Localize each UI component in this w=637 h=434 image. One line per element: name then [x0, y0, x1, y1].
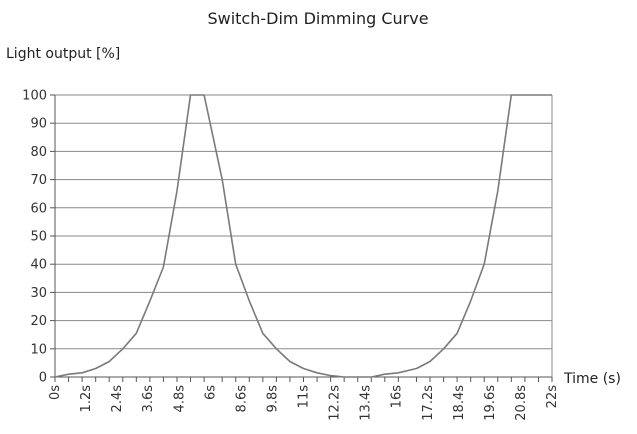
axes — [50, 94, 553, 382]
x-tick-label: 8.6s — [234, 385, 249, 413]
y-tick-label: 0 — [39, 371, 47, 386]
x-tick-labels: 0s 1.2s 2.4s 3.6s 4.8s 6s 8.6s 9.8s 11s 12.2s 13.4… — [48, 385, 560, 421]
x-tick-label: 11s — [297, 385, 312, 409]
x-axis-label: Time (s) — [563, 371, 621, 387]
y-tick-label: 10 — [30, 342, 47, 357]
y-tick-label: 50 — [30, 230, 47, 245]
y-tick-label: 20 — [30, 314, 47, 329]
grid — [55, 94, 552, 350]
x-tick-label: 12.2s — [328, 385, 343, 421]
x-tick-label: 18.4s — [452, 385, 467, 421]
x-tick-label: 2.4s — [110, 385, 125, 413]
x-tick-label: 9.8s — [265, 385, 280, 413]
y-tick-labels: 0 10 20 30 40 50 60 70 80 90 100 — [22, 89, 47, 386]
x-tick-label: 19.6s — [483, 385, 498, 421]
y-tick-label: 100 — [22, 89, 47, 104]
series-line — [54, 94, 552, 378]
x-tick-label: 0s — [48, 385, 63, 400]
x-tick-label: 3.6s — [141, 385, 156, 413]
y-tick-label: 30 — [30, 286, 47, 301]
x-tick-label: 6s — [203, 385, 218, 400]
x-tick-label: 4.8s — [172, 385, 187, 413]
x-tick-label: 22s — [545, 385, 560, 409]
y-tick-label: 40 — [30, 258, 47, 273]
x-tick-label: 1.2s — [79, 385, 94, 413]
y-tick-label: 80 — [30, 145, 47, 160]
y-tick-label: 90 — [30, 117, 47, 132]
series — [54, 94, 552, 378]
x-tick-label: 20.8s — [514, 385, 529, 421]
x-tick-label: 16s — [390, 385, 405, 409]
x-tick-label: 17.2s — [421, 385, 436, 421]
x-tick-label: 13.4s — [359, 385, 374, 421]
y-tick-label: 70 — [30, 173, 47, 188]
y-tick-label: 60 — [30, 201, 47, 216]
y-axis-label: Light output [%] — [6, 46, 120, 62]
chart-title: Switch-Dim Dimming Curve — [207, 9, 428, 28]
